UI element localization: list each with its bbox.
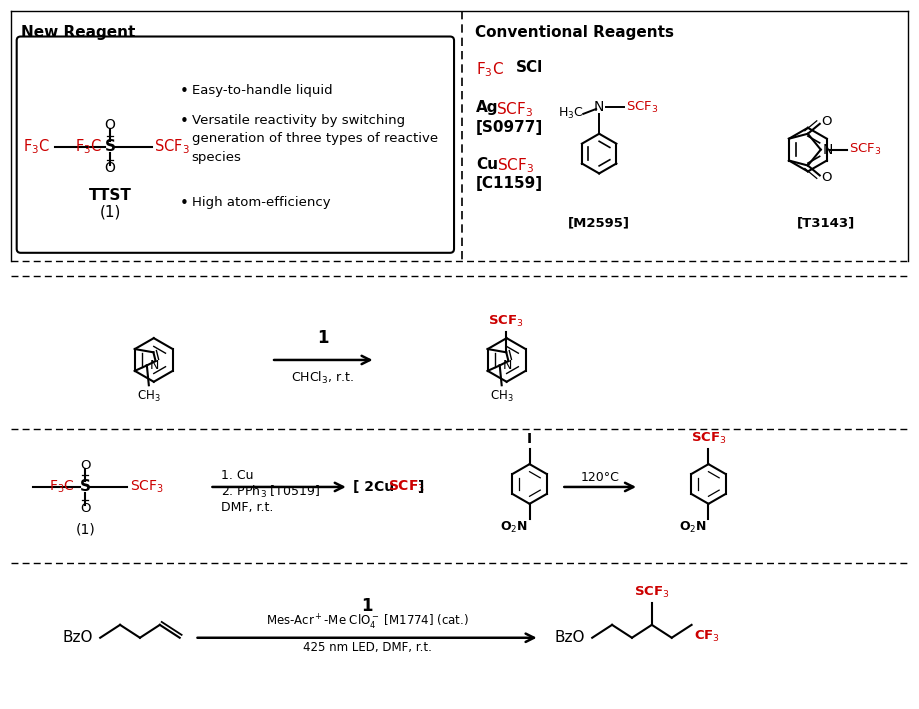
Text: New Reagent: New Reagent xyxy=(20,25,135,40)
Text: CH$_3$: CH$_3$ xyxy=(137,389,161,404)
Text: Ag: Ag xyxy=(476,100,498,115)
Text: O$_2$N: O$_2$N xyxy=(678,520,707,535)
Text: CHCl$_3$, r.t.: CHCl$_3$, r.t. xyxy=(291,370,355,386)
Text: SCF$_3$: SCF$_3$ xyxy=(389,479,425,495)
Text: $\rm{F_3C}$: $\rm{F_3C}$ xyxy=(49,479,74,495)
Text: 2. PPh$_3$ [T0519]: 2. PPh$_3$ [T0519] xyxy=(221,484,321,500)
Text: O: O xyxy=(80,502,91,515)
Text: Mes-Acr$^+$-Me ClO$_4^-$ [M1774] (cat.): Mes-Acr$^+$-Me ClO$_4^-$ [M1774] (cat.) xyxy=(266,613,469,631)
Text: BzO: BzO xyxy=(62,630,93,645)
Text: High atom-efficiency: High atom-efficiency xyxy=(192,196,330,209)
Text: SCF$_3$: SCF$_3$ xyxy=(691,431,726,446)
Text: O: O xyxy=(822,116,833,128)
Text: ]: ] xyxy=(418,480,425,494)
Text: SCl: SCl xyxy=(516,60,543,75)
Text: 120°C: 120°C xyxy=(581,471,619,484)
Text: 1: 1 xyxy=(317,329,329,347)
Text: SCF$_3$: SCF$_3$ xyxy=(489,314,524,330)
Text: (1): (1) xyxy=(99,204,120,219)
Text: 1: 1 xyxy=(361,597,373,615)
Text: [C1159]: [C1159] xyxy=(476,177,543,191)
Text: $\rm{SCF_3}$: $\rm{SCF_3}$ xyxy=(497,157,534,175)
Text: •: • xyxy=(180,196,188,211)
Text: $\rm{SCF_3}$: $\rm{SCF_3}$ xyxy=(153,138,189,156)
Text: I: I xyxy=(527,432,532,446)
Text: Conventional Reagents: Conventional Reagents xyxy=(475,25,674,40)
Text: [T3143]: [T3143] xyxy=(797,216,855,229)
Text: [ 2Cu: [ 2Cu xyxy=(353,480,393,494)
Text: Easy-to-handle liquid: Easy-to-handle liquid xyxy=(192,84,333,97)
Text: [M2595]: [M2595] xyxy=(568,216,630,229)
Text: Cu: Cu xyxy=(476,157,498,172)
Text: S: S xyxy=(105,139,116,154)
Text: O: O xyxy=(822,171,833,184)
Text: BzO: BzO xyxy=(554,630,584,645)
FancyBboxPatch shape xyxy=(17,36,454,253)
Text: TTST: TTST xyxy=(89,189,131,203)
Text: •: • xyxy=(180,114,188,129)
Text: 1. Cu: 1. Cu xyxy=(221,469,254,482)
Text: O$_2$N: O$_2$N xyxy=(500,520,528,535)
Text: O: O xyxy=(105,118,116,132)
Text: •: • xyxy=(180,84,188,99)
Text: [S0977]: [S0977] xyxy=(476,120,543,135)
Text: N: N xyxy=(150,359,159,372)
Text: $\rm{F_3C}$: $\rm{F_3C}$ xyxy=(24,138,51,156)
Text: CH$_3$: CH$_3$ xyxy=(490,389,514,404)
Text: SCF$_3$: SCF$_3$ xyxy=(634,585,670,600)
Text: Versatile reactivity by switching
generation of three types of reactive
species: Versatile reactivity by switching genera… xyxy=(192,114,437,164)
Text: $\rm{SCF_3}$: $\rm{SCF_3}$ xyxy=(848,142,881,157)
Text: O: O xyxy=(80,459,91,471)
Text: S: S xyxy=(80,479,91,494)
Text: $\rm{SCF_3}$: $\rm{SCF_3}$ xyxy=(626,99,659,115)
Text: (1): (1) xyxy=(75,523,96,537)
Text: $\rm{SCF_3}$: $\rm{SCF_3}$ xyxy=(130,479,164,495)
Text: $\rm{F_3C}$: $\rm{F_3C}$ xyxy=(476,60,504,79)
Text: $\rm{H_3C}$: $\rm{H_3C}$ xyxy=(558,106,584,121)
Text: CF$_3$: CF$_3$ xyxy=(694,629,720,644)
Text: $\rm{F_3C}$: $\rm{F_3C}$ xyxy=(75,138,102,156)
Text: O: O xyxy=(105,162,116,175)
Text: N: N xyxy=(503,359,512,372)
Text: N: N xyxy=(594,100,605,114)
Text: N: N xyxy=(823,143,834,157)
Text: DMF, r.t.: DMF, r.t. xyxy=(221,501,274,514)
Text: $\rm{SCF_3}$: $\rm{SCF_3}$ xyxy=(495,100,533,118)
Text: 425 nm LED, DMF, r.t.: 425 nm LED, DMF, r.t. xyxy=(302,641,432,654)
